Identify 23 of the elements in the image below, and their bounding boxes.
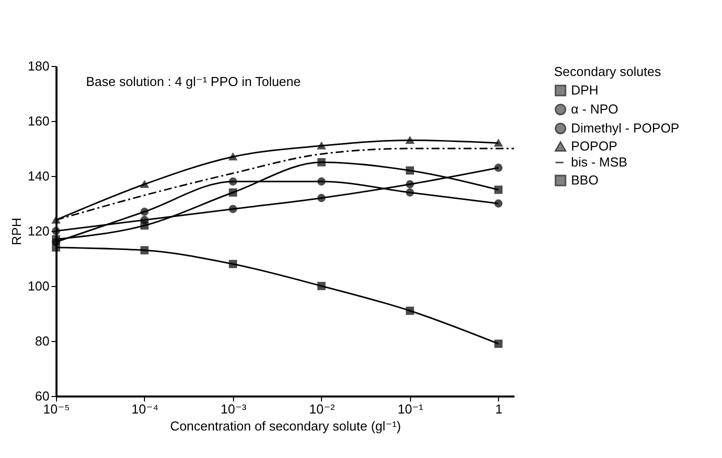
y-tick-label: 120 xyxy=(28,224,50,238)
x-axis-title: Concentration of secondary solute (gl⁻¹) xyxy=(170,418,401,434)
annotation: Base solution : 4 gl⁻¹ PPO in Toluene xyxy=(86,74,301,89)
legend-title: Secondary solutes xyxy=(554,64,662,79)
legend-label: bis - MSB xyxy=(571,154,628,170)
legend-label: POPOP xyxy=(571,138,618,154)
y-tick-label: 80 xyxy=(35,334,50,348)
legend-label: Dimethyl - POPOP xyxy=(571,120,680,136)
x-tick-label: 1 xyxy=(495,402,503,416)
legend-label: α - NPO xyxy=(571,102,618,116)
x-tick-label: 10⁻² xyxy=(309,402,336,416)
x-tick-label: 10⁻³ xyxy=(220,402,247,416)
y-tick-label: 60 xyxy=(35,388,50,404)
x-tick-label: 10⁻⁴ xyxy=(132,402,158,416)
x-tick-label: 10⁻⁵ xyxy=(43,402,70,416)
y-tick-label: 100 xyxy=(28,278,50,294)
y-tick-label: 140 xyxy=(28,168,50,184)
x-tick-label: 10⁻¹ xyxy=(398,402,424,416)
y-tick-label: 160 xyxy=(28,114,50,128)
y-tick-label: 180 xyxy=(28,58,50,74)
y-axis-title: RPH xyxy=(8,218,24,246)
legend-label: BBO xyxy=(571,172,598,188)
legend-label: DPH xyxy=(571,82,598,98)
